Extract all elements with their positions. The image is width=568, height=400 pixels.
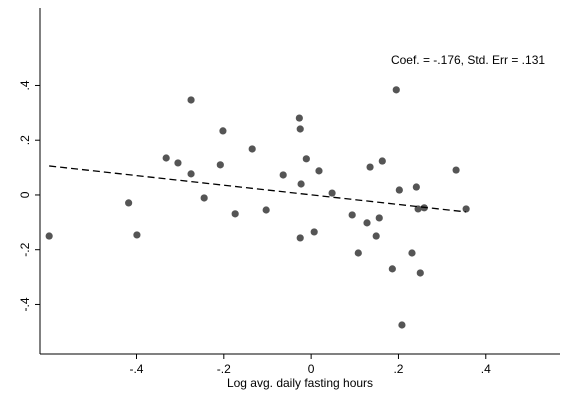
x-tick-label: .4 — [481, 362, 491, 376]
point — [296, 125, 304, 133]
point — [348, 211, 356, 219]
point — [452, 166, 460, 174]
fit-line — [49, 165, 467, 213]
point — [416, 269, 424, 277]
point — [375, 214, 383, 222]
point — [398, 321, 406, 329]
x-tick-label: .2 — [393, 362, 403, 376]
y-tick-label: -.2 — [18, 242, 32, 256]
y-tick-label: 0 — [18, 191, 32, 198]
point — [219, 127, 227, 135]
point — [248, 145, 256, 153]
point — [414, 205, 422, 213]
point — [45, 232, 53, 240]
point — [200, 194, 208, 202]
y-tick-label: .4 — [18, 80, 32, 90]
x-axis-label: Log avg. daily fasting hours — [227, 376, 373, 390]
x-tick-label: -.2 — [217, 362, 231, 376]
point — [372, 232, 380, 240]
point — [279, 171, 287, 179]
point — [412, 183, 420, 191]
point — [378, 157, 386, 165]
point — [408, 249, 416, 257]
point — [162, 154, 170, 162]
point — [310, 228, 318, 236]
point — [231, 210, 239, 218]
point — [187, 170, 195, 178]
point — [302, 155, 310, 163]
point — [392, 86, 400, 94]
point — [462, 205, 470, 213]
x-tick-label: -.4 — [129, 362, 143, 376]
point — [174, 159, 182, 167]
point — [363, 219, 371, 227]
point — [133, 231, 141, 239]
point — [395, 186, 403, 194]
point — [328, 189, 336, 197]
point — [354, 249, 362, 257]
y-tick-label: .2 — [18, 135, 32, 145]
point — [366, 163, 374, 171]
point — [262, 206, 270, 214]
x-tick-label: 0 — [308, 362, 315, 376]
point — [125, 199, 133, 207]
point — [315, 167, 323, 175]
annotation: Coef. = -.176, Std. Err = .131 — [391, 53, 545, 67]
point — [388, 265, 396, 273]
point — [295, 114, 303, 122]
point — [216, 161, 224, 169]
point — [187, 96, 195, 104]
point — [297, 180, 305, 188]
y-tick-label: -.4 — [18, 297, 32, 311]
point — [296, 234, 304, 242]
